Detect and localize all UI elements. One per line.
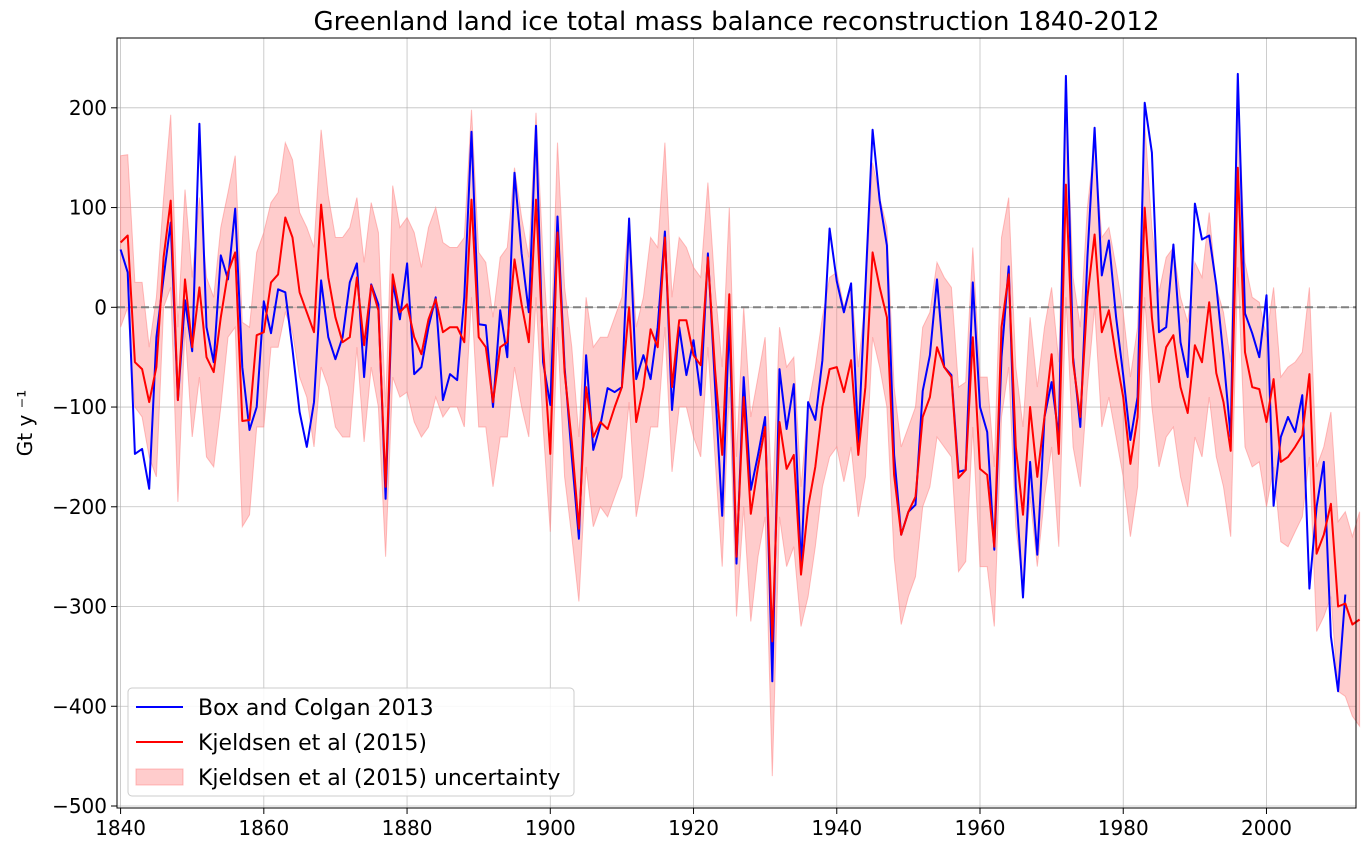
legend: Box and Colgan 2013 Kjeldsen et al (2015)… (127, 687, 575, 797)
x-tick-label: 1880 (382, 816, 433, 840)
y-tick-label: 200 (69, 96, 107, 120)
series-lines (119, 72, 1361, 693)
y-tick-label: 100 (69, 196, 107, 220)
y-tick-label: −500 (52, 794, 107, 818)
x-tick-label: 1900 (525, 816, 576, 840)
x-tick-label: 1860 (238, 816, 289, 840)
legend-label: Box and Colgan 2013 (198, 696, 434, 721)
x-tick-label: 1960 (955, 816, 1006, 840)
chart-title: Greenland land ice total mass balance re… (313, 7, 1159, 37)
y-tick-label: 0 (94, 295, 107, 319)
legend-label: Kjeldsen et al (2015) uncertainty (198, 766, 560, 791)
plot-frame (116, 37, 1357, 809)
x-tick-label: 1840 (95, 816, 146, 840)
x-tick-label: 1920 (668, 816, 719, 840)
y-axis-label: Gt y ⁻¹ (13, 390, 37, 456)
x-tick-label: 2000 (1241, 816, 1292, 840)
legend-label: Kjeldsen et al (2015) (198, 731, 427, 756)
uncertainty-band (120, 79, 1361, 777)
y-tick-label: −200 (52, 495, 107, 519)
y-axis-ticks: 200 100 0 −100 −200 −300 −400 −500 (52, 96, 117, 818)
y-tick-label: −300 (52, 595, 107, 619)
x-axis-ticks: 1840 1860 1880 1900 1920 1940 1960 1980 2000 (95, 808, 1292, 840)
x-tick-label: 1940 (811, 816, 862, 840)
series-line-kjeldsen (119, 166, 1361, 643)
y-tick-label: −400 (52, 694, 107, 718)
y-tick-label: −100 (52, 395, 107, 419)
legend-swatch (135, 768, 184, 786)
legend-box (127, 687, 575, 797)
x-tick-label: 1980 (1098, 816, 1149, 840)
